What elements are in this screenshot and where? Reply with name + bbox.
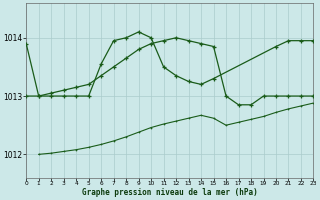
X-axis label: Graphe pression niveau de la mer (hPa): Graphe pression niveau de la mer (hPa) bbox=[82, 188, 258, 197]
